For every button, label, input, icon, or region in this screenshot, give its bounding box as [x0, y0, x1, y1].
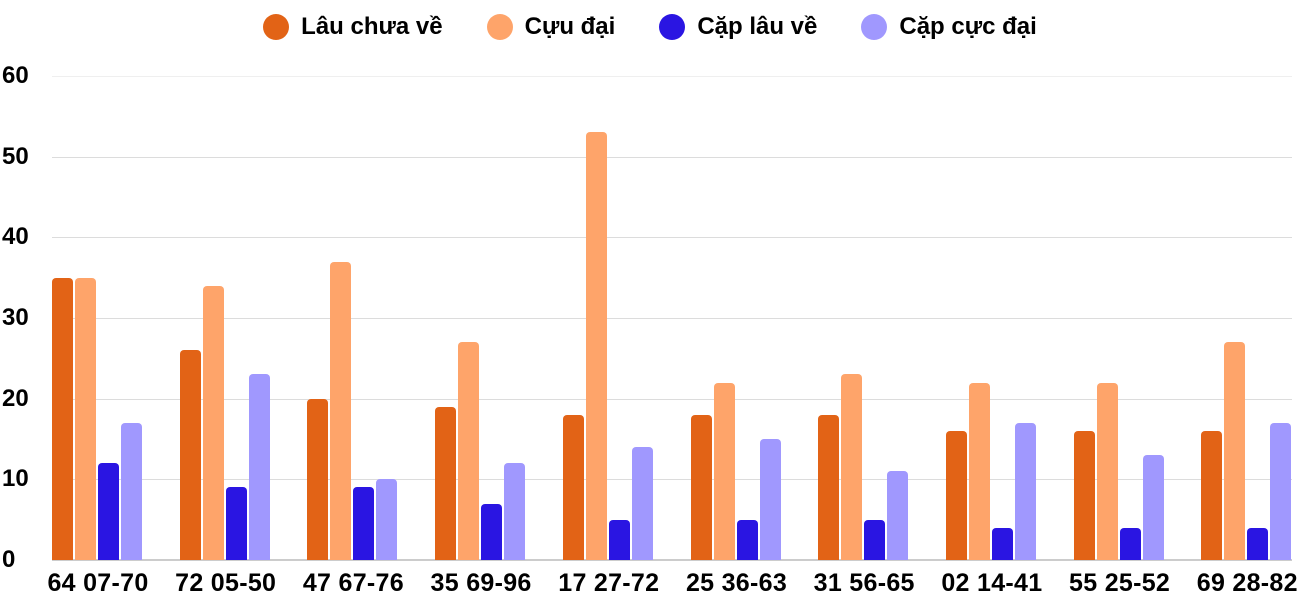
bar[interactable] [608, 519, 630, 560]
bar[interactable] [52, 277, 73, 560]
y-axis-tick-label: 40 [2, 223, 29, 251]
gridline [52, 479, 1292, 481]
y-axis-tick-label: 10 [2, 465, 29, 493]
x-axis-category-label: 17 27-72 [558, 569, 660, 597]
bar[interactable] [713, 382, 735, 560]
gridline [52, 318, 1292, 319]
bar[interactable] [481, 503, 503, 560]
gridline [52, 76, 1292, 77]
legend-swatch-icon [861, 14, 888, 40]
bar[interactable] [353, 487, 375, 560]
gridline [52, 237, 1292, 239]
chart-legend: Lâu chưa về Cựu đại Cặp lâu về Cặp cực đ… [0, 10, 1300, 44]
x-axis-category-label: 69 28-82 [1196, 569, 1298, 597]
bar[interactable] [376, 479, 398, 560]
bar[interactable] [1014, 422, 1036, 560]
bar[interactable] [179, 350, 201, 560]
bar[interactable] [631, 447, 653, 560]
legend-swatch-icon [486, 14, 513, 40]
bar[interactable] [1142, 455, 1164, 560]
y-axis-tick-label: 0 [2, 546, 16, 573]
bar[interactable] [1096, 382, 1118, 560]
bar[interactable] [991, 527, 1013, 560]
bar[interactable] [690, 414, 712, 560]
bar[interactable] [968, 382, 990, 560]
bar[interactable] [736, 519, 758, 560]
legend-label: Lâu chưa về [301, 13, 443, 40]
x-axis-category-label: 47 67-76 [302, 569, 404, 597]
bar[interactable] [1073, 430, 1095, 560]
bar[interactable] [307, 398, 329, 560]
bar[interactable] [458, 342, 480, 560]
bar[interactable] [435, 406, 457, 560]
x-axis-category-label: 55 25-52 [1069, 569, 1171, 597]
bar[interactable] [98, 463, 119, 560]
legend-label: Cặp lâu về [697, 13, 818, 40]
bar[interactable] [225, 487, 247, 560]
bar[interactable] [1201, 430, 1223, 560]
y-axis-tick-label: 30 [2, 304, 29, 331]
gridline [52, 156, 1292, 158]
x-axis-category-label: 72 05-50 [175, 569, 277, 597]
legend-item-lau-chua-ve[interactable]: Lâu chưa về [263, 13, 443, 41]
x-axis-category-label: 02 14-41 [941, 569, 1043, 597]
bar[interactable] [585, 132, 607, 560]
bar[interactable] [330, 261, 352, 560]
bar[interactable] [864, 519, 886, 560]
bar[interactable] [248, 374, 270, 560]
legend-item-cap-lau-ve[interactable]: Cặp lâu về [659, 13, 817, 41]
bar[interactable] [841, 374, 863, 560]
x-axis-category-label: 31 56-65 [813, 569, 915, 597]
bar[interactable] [562, 414, 584, 560]
bar[interactable] [1270, 422, 1292, 560]
bar[interactable] [759, 439, 781, 560]
bar[interactable] [202, 285, 224, 560]
bar[interactable] [1224, 342, 1246, 560]
y-axis-tick-label: 20 [2, 384, 29, 412]
bar[interactable] [1247, 527, 1269, 560]
bar[interactable] [75, 277, 96, 560]
bar[interactable] [504, 463, 526, 560]
x-axis-category-label: 25 36-63 [685, 569, 788, 597]
bar[interactable] [945, 430, 967, 560]
x-axis-line [52, 559, 1292, 561]
x-axis-category-label: 64 07-70 [47, 569, 149, 597]
legend-swatch-icon [263, 14, 290, 40]
y-axis-tick-label: 50 [2, 142, 29, 170]
legend-swatch-icon [659, 14, 686, 40]
bar[interactable] [818, 414, 840, 560]
legend-label: Cựu đại [524, 13, 616, 40]
bar[interactable] [1119, 527, 1141, 560]
bar[interactable] [121, 422, 142, 560]
legend-item-cuu-dai[interactable]: Cựu đại [486, 13, 616, 41]
legend-label: Cặp cực đại [899, 13, 1037, 40]
gridline [52, 398, 1292, 400]
bar[interactable] [887, 471, 909, 560]
y-axis-tick-label: 60 [2, 62, 29, 89]
x-axis-category-label: 35 69-96 [430, 569, 532, 597]
legend-item-cap-cuc-dai[interactable]: Cặp cực đại [861, 13, 1037, 41]
